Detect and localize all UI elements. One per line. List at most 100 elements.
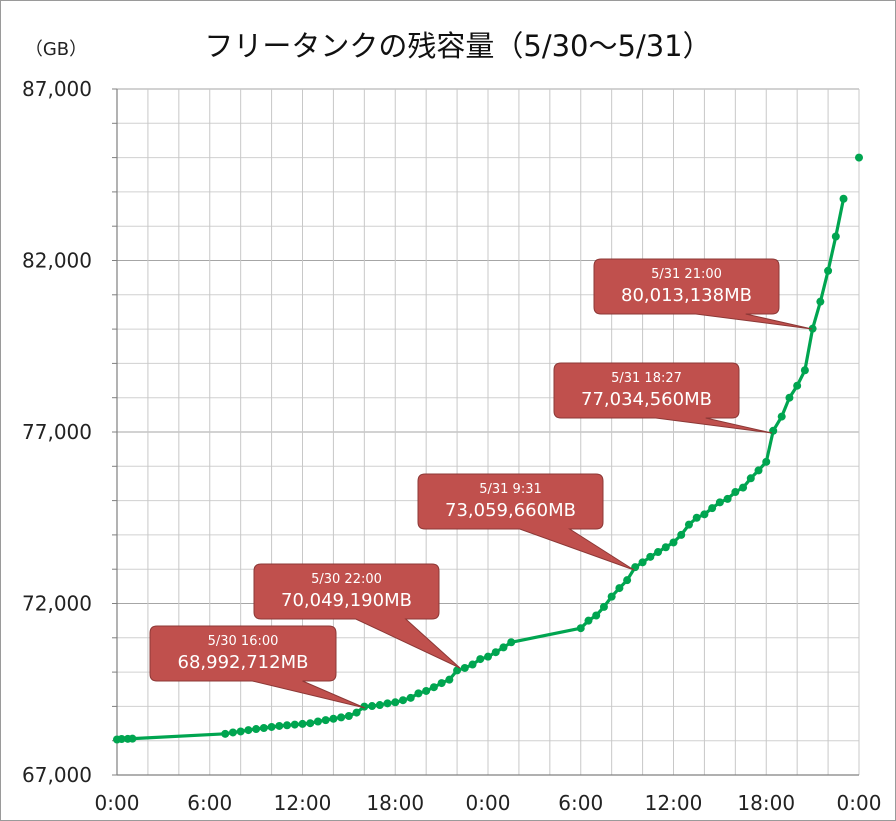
x-tick-label: 12:00: [274, 791, 332, 815]
data-point: [275, 721, 284, 730]
data-point: [298, 719, 307, 728]
callout-value: 68,992,712MB: [178, 652, 309, 673]
data-point: [368, 702, 377, 711]
data-point: [607, 592, 616, 601]
data-point: [352, 708, 361, 717]
data-point: [453, 666, 462, 675]
data-point: [855, 153, 863, 162]
data-point: [723, 494, 732, 503]
data-point: [769, 426, 778, 435]
y-tick-label: 82,000: [22, 249, 92, 273]
data-point: [283, 721, 292, 730]
data-point: [715, 498, 724, 507]
data-point: [785, 393, 794, 402]
data-point: [313, 717, 322, 726]
data-point: [414, 689, 423, 698]
x-axis-ticks: 0:00 6:00 12:00 18:00 0:00 6:00 12:00 18:00 0:00: [95, 791, 882, 815]
data-point: [661, 543, 670, 552]
data-point: [615, 584, 624, 593]
callout: 5/30 22:00 70,049,190MB: [253, 563, 461, 669]
data-point: [638, 558, 647, 567]
data-point: [831, 232, 840, 241]
y-unit-label: （GB）: [25, 39, 87, 60]
data-point: [445, 675, 454, 684]
data-point: [677, 530, 686, 539]
data-point: [762, 457, 771, 466]
callout: 5/31 21:00 80,013,138MB: [593, 258, 813, 330]
data-point: [221, 729, 230, 738]
callout-value: 77,034,560MB: [581, 389, 712, 410]
chart-title: フリータンクの残容量（5/30〜5/31）: [204, 29, 711, 63]
x-tick-label: 0:00: [95, 791, 140, 815]
data-series: [113, 153, 863, 744]
data-point: [654, 548, 663, 557]
data-point: [754, 466, 763, 475]
x-tick-label: 6:00: [187, 791, 232, 815]
data-point: [228, 728, 237, 737]
data-point: [484, 652, 492, 661]
data-point: [236, 727, 245, 736]
callout: 5/30 16:00 68,992,712MB: [149, 625, 366, 709]
x-tick-label: 6:00: [558, 791, 603, 815]
data-point: [329, 714, 338, 723]
callout-value: 80,013,138MB: [621, 285, 752, 306]
callout-time: 5/30 22:00: [311, 572, 382, 587]
data-point: [793, 381, 802, 390]
callout-time: 5/31 21:00: [651, 267, 722, 282]
callout-bubble: [553, 362, 773, 434]
callout-time: 5/30 16:00: [208, 634, 279, 649]
x-tick-label: 18:00: [737, 791, 795, 815]
data-point: [700, 510, 709, 519]
data-point: [437, 679, 446, 688]
data-point: [739, 483, 748, 492]
callout-value: 70,049,190MB: [281, 590, 412, 611]
y-tick-label: 87,000: [22, 77, 92, 101]
callout-bubble: [417, 473, 635, 571]
annotations: 5/30 16:00 68,992,712MB 5/30 22:00 70,049,1…: [149, 258, 813, 709]
data-point: [646, 552, 655, 561]
callout-time: 5/31 9:31: [479, 482, 542, 497]
data-point: [383, 699, 392, 708]
data-point: [290, 720, 299, 729]
data-point: [669, 538, 678, 547]
data-point: [476, 655, 485, 664]
callout-bubble: [253, 563, 461, 669]
data-point: [800, 366, 809, 375]
data-point: [584, 616, 593, 625]
y-tick-label: 77,000: [22, 420, 92, 444]
x-tick-label: 12:00: [645, 791, 703, 815]
x-tick-label: 18:00: [366, 791, 424, 815]
data-point: [746, 474, 755, 483]
data-point: [692, 513, 701, 522]
callout-bubble: [593, 258, 813, 330]
axes: [112, 88, 859, 776]
data-point: [344, 712, 353, 721]
data-point: [360, 702, 369, 711]
data-point: [406, 693, 415, 702]
y-tick-label: 72,000: [22, 592, 92, 616]
data-point: [491, 648, 500, 657]
data-point: [507, 638, 516, 647]
callout: 5/31 18:27 77,034,560MB: [553, 362, 773, 434]
data-point: [731, 488, 740, 497]
data-point: [321, 716, 330, 725]
data-point: [623, 576, 632, 585]
callout-bubble: [149, 625, 366, 709]
x-tick-label: 0:00: [466, 791, 511, 815]
data-point: [252, 725, 261, 734]
callout-time: 5/31 18:27: [611, 371, 682, 386]
data-point: [128, 734, 137, 743]
data-point: [337, 713, 346, 722]
data-point: [375, 701, 384, 710]
data-point: [259, 724, 268, 733]
data-point: [824, 266, 833, 275]
data-point: [398, 696, 407, 705]
data-point: [816, 297, 825, 306]
data-point: [599, 602, 608, 611]
x-tick-label: 0:00: [837, 791, 882, 815]
data-point: [777, 412, 786, 421]
data-point: [576, 624, 585, 633]
data-point: [460, 663, 469, 672]
